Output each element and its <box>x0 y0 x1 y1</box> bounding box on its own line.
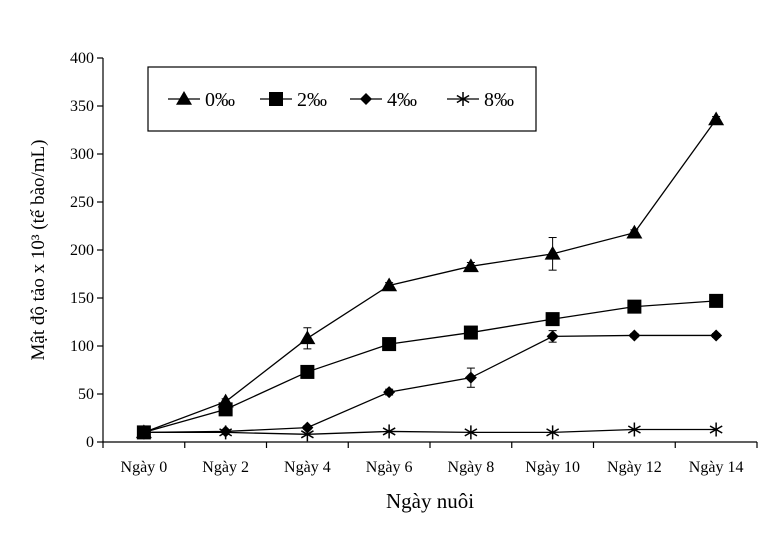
asterisk-stroke <box>464 428 478 437</box>
data-point <box>627 422 641 437</box>
data-point <box>219 425 233 440</box>
legend-label: 4‰ <box>387 89 417 111</box>
asterisk-stroke <box>546 428 560 437</box>
data-point <box>464 425 478 440</box>
data-point <box>382 337 397 352</box>
data-point <box>299 330 316 345</box>
data-point <box>218 402 233 417</box>
data-point <box>381 277 398 292</box>
data-point <box>709 293 724 308</box>
data-point <box>300 364 315 379</box>
x-tick-label: Ngày 14 <box>689 459 744 476</box>
data-point <box>626 224 643 239</box>
legend-item-1: 2‰ <box>260 89 327 111</box>
data-point <box>628 329 641 342</box>
series-line <box>143 119 717 434</box>
series-line <box>143 334 717 434</box>
y-tick-label: 50 <box>78 386 94 403</box>
data-point <box>463 325 478 340</box>
series-line <box>143 300 717 434</box>
data-point <box>382 424 396 439</box>
x-tick-label: Ngày 12 <box>607 459 662 476</box>
x-axis: Ngày 0 Ngày 2 Ngày 4 Ngày 6 Ngày 8 Ngày 10 Ngà… <box>102 441 758 476</box>
data-point <box>709 422 723 437</box>
series-0 <box>135 111 725 439</box>
x-tick-label: Ngày 8 <box>448 459 495 476</box>
x-tick-label: Ngày 10 <box>525 459 580 476</box>
asterisk-stroke <box>627 425 641 434</box>
asterisk-stroke <box>300 430 314 439</box>
legend-marker <box>360 93 372 105</box>
series-1 <box>136 293 724 440</box>
series-plot-area <box>135 111 725 442</box>
series-line <box>143 428 717 435</box>
data-point <box>300 427 314 442</box>
data-point <box>462 258 479 273</box>
legend-marker <box>176 91 192 105</box>
legend-label: 8‰ <box>484 89 514 111</box>
legend: 0‰ 2‰ 4‰ 8‰ <box>147 66 537 132</box>
legend-label: 2‰ <box>297 89 327 111</box>
data-point <box>464 371 477 384</box>
data-point <box>544 245 561 260</box>
data-point <box>545 312 560 327</box>
asterisk-stroke <box>456 94 470 104</box>
legend-item-2: 4‰ <box>350 89 417 111</box>
data-point <box>546 330 559 343</box>
y-tick-label: 0 <box>86 434 94 451</box>
legend-marker <box>456 92 470 106</box>
data-point <box>708 111 725 126</box>
y-tick-label: 200 <box>70 242 94 259</box>
x-tick-label: Ngày 0 <box>121 459 168 476</box>
y-tick-label: 250 <box>70 194 94 211</box>
x-tick-label: Ngày 4 <box>284 459 331 476</box>
series-2 <box>137 329 723 439</box>
data-point <box>137 425 151 440</box>
x-tick-label: Ngày 6 <box>366 459 413 476</box>
data-point <box>710 329 723 342</box>
y-axis: 0 50 100 150 200 250 300 350 400 <box>70 50 104 451</box>
series-3 <box>137 422 723 442</box>
asterisk-stroke <box>382 427 396 436</box>
y-axis-label: Mật độ tảo x 10³ (tế bào/mL) <box>28 140 49 361</box>
legend-item-0: 0‰ <box>168 89 235 111</box>
data-point <box>627 299 642 314</box>
legend-marker <box>269 92 283 106</box>
asterisk-stroke <box>219 428 233 437</box>
y-tick-label: 350 <box>70 98 94 115</box>
data-point <box>546 425 560 440</box>
x-axis-label: Ngày nuôi <box>386 489 474 513</box>
y-tick-label: 300 <box>70 146 94 163</box>
y-tick-label: 150 <box>70 290 94 307</box>
asterisk-stroke <box>137 428 151 437</box>
asterisk-stroke <box>709 425 723 434</box>
legend-item-3: 8‰ <box>447 89 514 111</box>
data-point <box>383 386 396 399</box>
y-tick-label: 400 <box>70 50 94 67</box>
legend-label: 0‰ <box>205 89 235 111</box>
x-tick-label: Ngày 2 <box>202 459 249 476</box>
y-tick-label: 100 <box>70 338 94 355</box>
